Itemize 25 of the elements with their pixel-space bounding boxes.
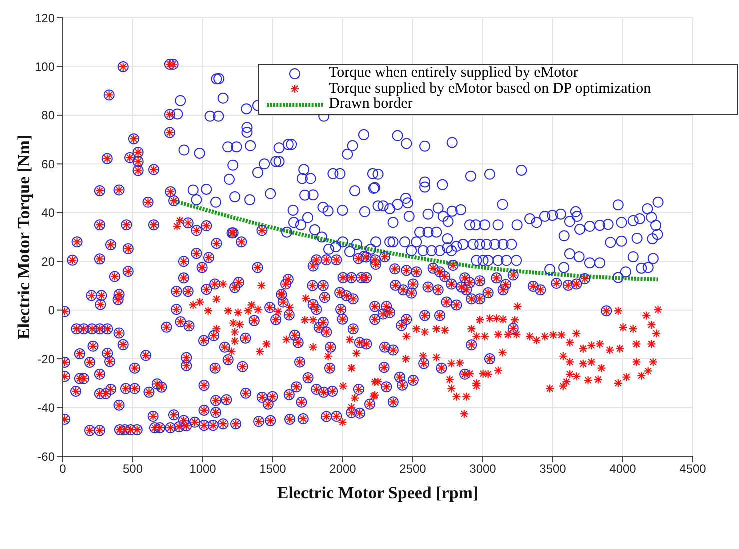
legend-label: Torque when entirely supplied by eMotor bbox=[329, 65, 578, 82]
y-tick-label: -60 bbox=[38, 450, 56, 464]
legend-label: Torque supplied by eMotor based on DP optimization bbox=[329, 80, 652, 98]
x-tick-label: 3000 bbox=[470, 462, 497, 476]
x-axis-title: Electric Motor Speed [rpm] bbox=[277, 484, 479, 502]
y-tick-label: 40 bbox=[42, 206, 56, 220]
x-tick-label: 3500 bbox=[540, 462, 567, 476]
y-tick-label: 20 bbox=[42, 254, 56, 269]
x-tick-label: 1000 bbox=[190, 462, 217, 476]
x-tick-label: 2000 bbox=[330, 462, 357, 476]
x-tick-label: 2500 bbox=[400, 462, 427, 476]
x-tick-label: 4000 bbox=[610, 462, 637, 476]
y-tick-label: 0 bbox=[48, 304, 56, 318]
legend-label: Drawn border bbox=[329, 96, 413, 114]
y-tick-label: 80 bbox=[42, 108, 56, 123]
x-tick-label: 4500 bbox=[680, 462, 707, 476]
y-axis-title: Electric Motor Torque [Nm] bbox=[14, 134, 34, 340]
y-tick-label: 100 bbox=[34, 60, 56, 74]
x-tick-label: 500 bbox=[122, 462, 144, 476]
x-tick-label: 1500 bbox=[260, 462, 287, 476]
y-tick-label: -20 bbox=[38, 352, 56, 366]
y-tick-label: 120 bbox=[34, 11, 56, 26]
x-tick-label: 0 bbox=[60, 462, 67, 476]
y-tick-label: 60 bbox=[42, 157, 56, 172]
y-tick-label: -40 bbox=[38, 401, 56, 416]
